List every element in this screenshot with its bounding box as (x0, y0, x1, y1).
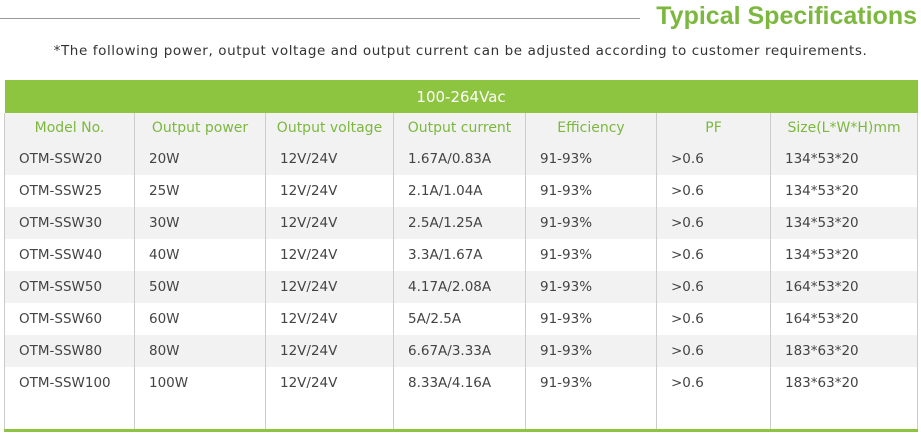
cell: 134*53*20 (769, 207, 919, 239)
cell: 6.67A/3.33A (393, 335, 526, 367)
empty-cell (656, 399, 771, 432)
cell: OTM-SSW60 (4, 303, 135, 335)
cell: 12V/24V (265, 239, 394, 271)
cell: >0.6 (656, 175, 771, 207)
cell: 30W (134, 207, 266, 239)
cell: 12V/24V (265, 207, 394, 239)
cell: >0.6 (656, 271, 771, 303)
cell: >0.6 (656, 335, 771, 367)
title: Typical Specifications (656, 2, 917, 30)
data-row: OTM-SSW100 100W 12V/24V 8.33A/4.16A 91-93% >0… (4, 367, 919, 399)
cell: 134*53*20 (769, 175, 919, 207)
cell: OTM-SSW100 (4, 367, 135, 399)
cell: OTM-SSW80 (4, 335, 135, 367)
cell: 2.1A/1.04A (393, 175, 526, 207)
cell: 12V/24V (265, 143, 394, 175)
empty-cell (393, 399, 526, 432)
cell: OTM-SSW50 (4, 271, 135, 303)
cell: 20W (134, 143, 266, 175)
cell: 164*53*20 (769, 271, 919, 303)
cell: 3.3A/1.67A (393, 239, 526, 271)
cell: 1.67A/0.83A (393, 143, 526, 175)
data-row: OTM-SSW30 30W 12V/24V 2.5A/1.25A 91-93% >0.6 1… (4, 207, 919, 239)
cell: 2.5A/1.25A (393, 207, 526, 239)
cell: 134*53*20 (769, 143, 919, 175)
cell: 183*63*20 (769, 367, 919, 399)
cell: 12V/24V (265, 367, 394, 399)
cell: OTM-SSW20 (4, 143, 135, 175)
cell: 12V/24V (265, 303, 394, 335)
empty-cell (525, 399, 657, 432)
cell: 40W (134, 239, 266, 271)
cell: 134*53*20 (769, 239, 919, 271)
cell: 91-93% (525, 367, 657, 399)
empty-cell (4, 399, 135, 432)
column-header: Model No. (4, 113, 135, 143)
group-header-row: 100-264Vac (4, 80, 918, 113)
data-row: OTM-SSW25 25W 12V/24V 2.1A/1.04A 91-93% >0.6 1… (4, 175, 919, 207)
cell: 12V/24V (265, 271, 394, 303)
cell: 91-93% (525, 335, 657, 367)
data-row: OTM-SSW20 20W 12V/24V 1.67A/0.83A 91-93% >0.6… (4, 143, 919, 175)
data-row: OTM-SSW80 80W 12V/24V 6.67A/3.33A 91-93% >0.6… (4, 335, 919, 367)
group-header: 100-264Vac (4, 80, 918, 113)
cell: 5A/2.5A (393, 303, 526, 335)
cell: 4.17A/2.08A (393, 271, 526, 303)
column-header: Efficiency (525, 113, 657, 143)
cell: 91-93% (525, 175, 657, 207)
cell: 50W (134, 271, 266, 303)
data-row: OTM-SSW40 40W 12V/24V 3.3A/1.67A 91-93% >0.6 1… (4, 239, 919, 271)
column-header: Output power (134, 113, 266, 143)
cell: 164*53*20 (769, 303, 919, 335)
empty-cell (769, 399, 919, 432)
column-header: Output current (393, 113, 526, 143)
cell: 100W (134, 367, 266, 399)
cell: 80W (134, 335, 266, 367)
cell: 183*63*20 (769, 335, 919, 367)
cell: 91-93% (525, 271, 657, 303)
note: *The following power, output voltage and… (53, 43, 868, 59)
cell: 8.33A/4.16A (393, 367, 526, 399)
column-header: Output voltage (265, 113, 394, 143)
spec-table: 100-264Vac Model No. Output power Output vo… (4, 80, 919, 432)
header-row: Model No. Output power Output voltage Outpu… (4, 113, 919, 143)
empty-cell (265, 399, 394, 432)
column-header: PF (656, 113, 771, 143)
empty-cell (134, 399, 266, 432)
column-header: Size(L*W*H)mm (769, 113, 919, 143)
cell: >0.6 (656, 303, 771, 335)
cell: >0.6 (656, 239, 771, 271)
cell: OTM-SSW25 (4, 175, 135, 207)
data-row: OTM-SSW50 50W 12V/24V 4.17A/2.08A 91-93% >0.6… (4, 271, 919, 303)
cell: 91-93% (525, 239, 657, 271)
cell: >0.6 (656, 367, 771, 399)
empty-row (4, 399, 919, 432)
cell: 12V/24V (265, 175, 394, 207)
cell: OTM-SSW40 (4, 239, 135, 271)
cell: 91-93% (525, 207, 657, 239)
cell: >0.6 (656, 207, 771, 239)
cell: 91-93% (525, 303, 657, 335)
cell: 12V/24V (265, 335, 394, 367)
cell: 60W (134, 303, 266, 335)
title-rule (0, 18, 640, 19)
cell: OTM-SSW30 (4, 207, 135, 239)
cell: 25W (134, 175, 266, 207)
data-row: OTM-SSW60 60W 12V/24V 5A/2.5A 91-93% >0.6 164*… (4, 303, 919, 335)
cell: 91-93% (525, 143, 657, 175)
cell: >0.6 (656, 143, 771, 175)
